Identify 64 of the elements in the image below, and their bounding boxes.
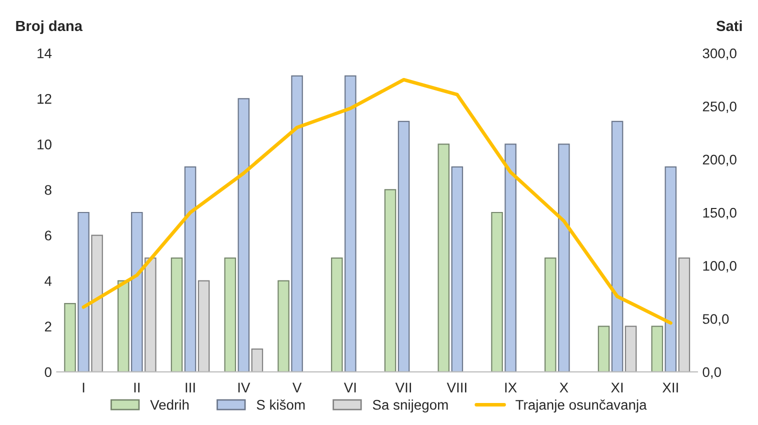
bar bbox=[278, 280, 290, 372]
bar bbox=[64, 303, 76, 372]
y2-tick-label: 150,0 bbox=[703, 208, 736, 220]
y2-tick-label: 300,0 bbox=[702, 48, 736, 60]
bar bbox=[504, 144, 516, 372]
bar bbox=[398, 120, 410, 372]
bar bbox=[558, 144, 570, 372]
legend-label: Vedrih bbox=[150, 400, 189, 410]
y2-tick-label: 100,0 bbox=[703, 260, 736, 272]
y-tick-label: 4 bbox=[44, 276, 52, 286]
legend-label: Sa snijegom bbox=[372, 400, 448, 412]
y2-axis-title: Sati bbox=[716, 20, 742, 32]
bar bbox=[118, 280, 130, 372]
y-axis-title: Broj dana bbox=[16, 20, 83, 34]
x-tick-label: VII bbox=[395, 382, 412, 392]
bar bbox=[451, 166, 464, 372]
bar bbox=[438, 144, 450, 372]
x-tick-label: X bbox=[560, 382, 568, 392]
bar bbox=[664, 166, 677, 372]
x-tick-label: III bbox=[186, 382, 195, 392]
bar bbox=[651, 326, 664, 372]
y-tick-label: 14 bbox=[38, 48, 52, 58]
bar bbox=[624, 326, 637, 372]
y-tick-label: 12 bbox=[38, 94, 52, 104]
y2-tick-label: 50,0 bbox=[702, 314, 729, 326]
bar bbox=[144, 257, 156, 372]
bar bbox=[598, 326, 610, 372]
bar bbox=[91, 234, 103, 372]
x-tick-label: VI bbox=[344, 382, 356, 392]
y2-tick-label: 200,0 bbox=[702, 154, 736, 166]
x-tick-label: IX bbox=[505, 382, 517, 392]
bar bbox=[251, 348, 264, 372]
y-tick-label: 0 bbox=[44, 367, 52, 378]
bar bbox=[291, 75, 303, 372]
legend-label: Trajanje osunčavanja bbox=[516, 400, 647, 412]
bar bbox=[184, 166, 196, 372]
y-tick-label: 2 bbox=[44, 322, 52, 332]
bar bbox=[611, 120, 624, 372]
x-tick-label: II bbox=[134, 382, 140, 392]
bar bbox=[384, 189, 396, 372]
x-tick-label: V bbox=[292, 382, 302, 392]
x-tick-label: VIII bbox=[446, 382, 466, 392]
bar bbox=[170, 257, 183, 372]
bar bbox=[224, 257, 236, 372]
bar bbox=[331, 257, 343, 372]
bar bbox=[544, 257, 556, 372]
y-tick-label: 6 bbox=[44, 230, 52, 240]
bar bbox=[198, 280, 210, 372]
x-tick-label: I bbox=[82, 382, 84, 392]
bar bbox=[678, 257, 690, 372]
x-tick-label: IV bbox=[238, 382, 250, 392]
y-tick-label: 10 bbox=[38, 140, 52, 150]
x-tick-label: XII bbox=[662, 382, 678, 392]
bar bbox=[344, 75, 356, 372]
bar bbox=[491, 212, 503, 372]
bar bbox=[238, 98, 250, 372]
line-series bbox=[82, 78, 672, 325]
y2-tick-label: 0,0 bbox=[702, 367, 721, 379]
y2-tick-label: 250,0 bbox=[702, 102, 736, 114]
bar bbox=[131, 212, 143, 372]
y-tick-label: 8 bbox=[44, 185, 52, 195]
bar bbox=[78, 212, 90, 372]
legend-label: S kišom bbox=[256, 400, 305, 410]
x-tick-label: XI bbox=[611, 382, 623, 392]
